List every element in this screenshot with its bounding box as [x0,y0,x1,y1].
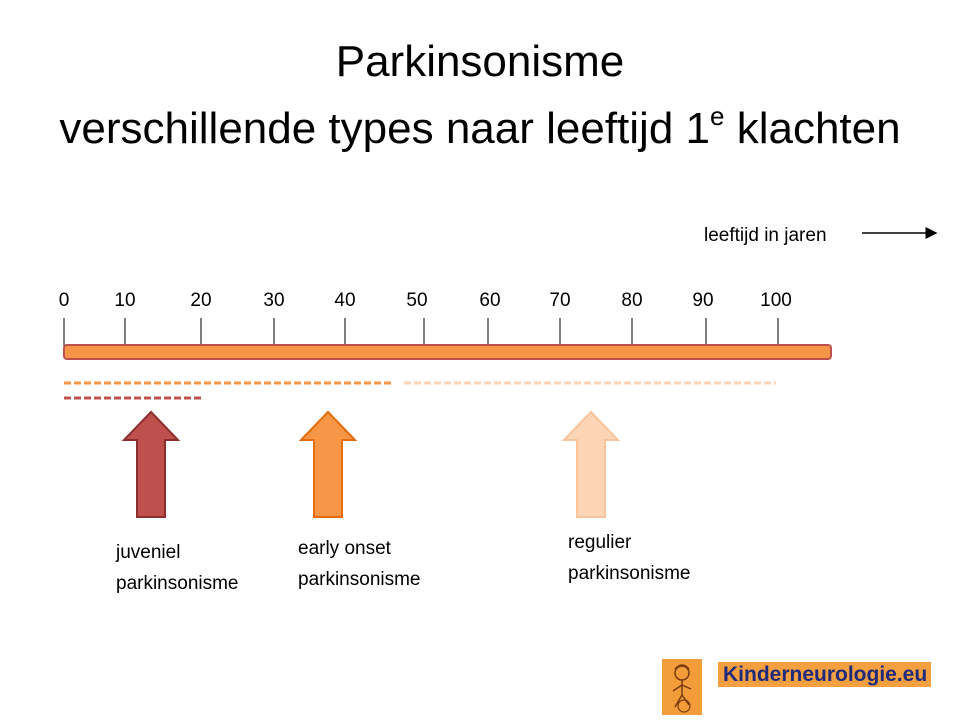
tick-label-60: 60 [479,290,501,311]
child-figure-icon [672,664,692,713]
tick-label-40: 40 [334,290,356,311]
label-early-onset-line2: parkinsonisme [298,569,421,590]
title-line-2: verschillende types naar leeftijd 1e kla… [0,103,960,153]
label-early-onset: early onset parkinsonisme [298,533,421,595]
label-regulier: regulier parkinsonisme [568,527,691,589]
title-superscript: e [710,101,725,131]
tick-label-90: 90 [692,290,714,311]
tick-label-0: 0 [58,290,70,311]
logo-text: Kinderneurologie.eu [718,662,931,687]
label-regulier-line2: parkinsonisme [568,563,691,584]
age-timeline-bar [63,344,832,360]
tick-label-10: 10 [114,290,136,311]
tick-label-20: 20 [190,290,212,311]
logo-badge-icon [662,659,702,715]
arrow-regulier [561,410,621,518]
axis-caption: leeftijd in jaren [704,225,827,246]
label-juveniel: juveniel parkinsonisme [116,537,239,599]
title-line-1: Parkinsonisme [335,37,625,86]
tick-label-50: 50 [406,290,428,311]
label-regulier-line1: regulier [568,532,632,553]
arrow-early-onset [298,410,358,518]
label-juveniel-line1: juveniel [116,542,181,563]
title-line-2-end: klachten [724,104,901,153]
tick-label-100: 100 [760,290,792,311]
tick-label-80: 80 [621,290,643,311]
arrow-juveniel [121,410,181,518]
tick-label-70: 70 [549,290,571,311]
title-line-2-main: verschillende types naar leeftijd 1 [59,104,710,153]
tick-label-30: 30 [263,290,285,311]
label-early-onset-line1: early onset [298,538,391,559]
label-juveniel-line2: parkinsonisme [116,573,239,594]
